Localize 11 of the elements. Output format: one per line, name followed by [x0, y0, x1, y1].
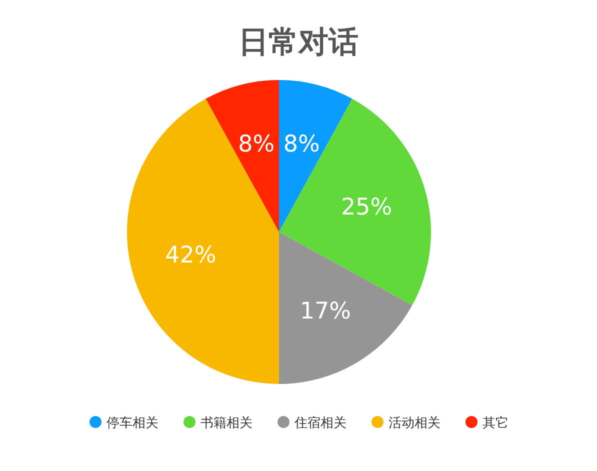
legend-label: 住宿相关 [294, 415, 346, 431]
data-label: 17% [300, 298, 351, 324]
legend-label: 停车相关 [106, 416, 158, 431]
data-label: 25% [341, 194, 392, 221]
data-label: 8% [238, 132, 275, 158]
chart-title: 日常对话 [238, 25, 358, 60]
legend-label: 活动相关 [388, 416, 440, 431]
data-label: 8% [283, 132, 320, 158]
legend-label: 其它 [482, 415, 508, 431]
legend-label: 书籍相关 [200, 416, 252, 431]
data-label: 42% [165, 242, 216, 269]
